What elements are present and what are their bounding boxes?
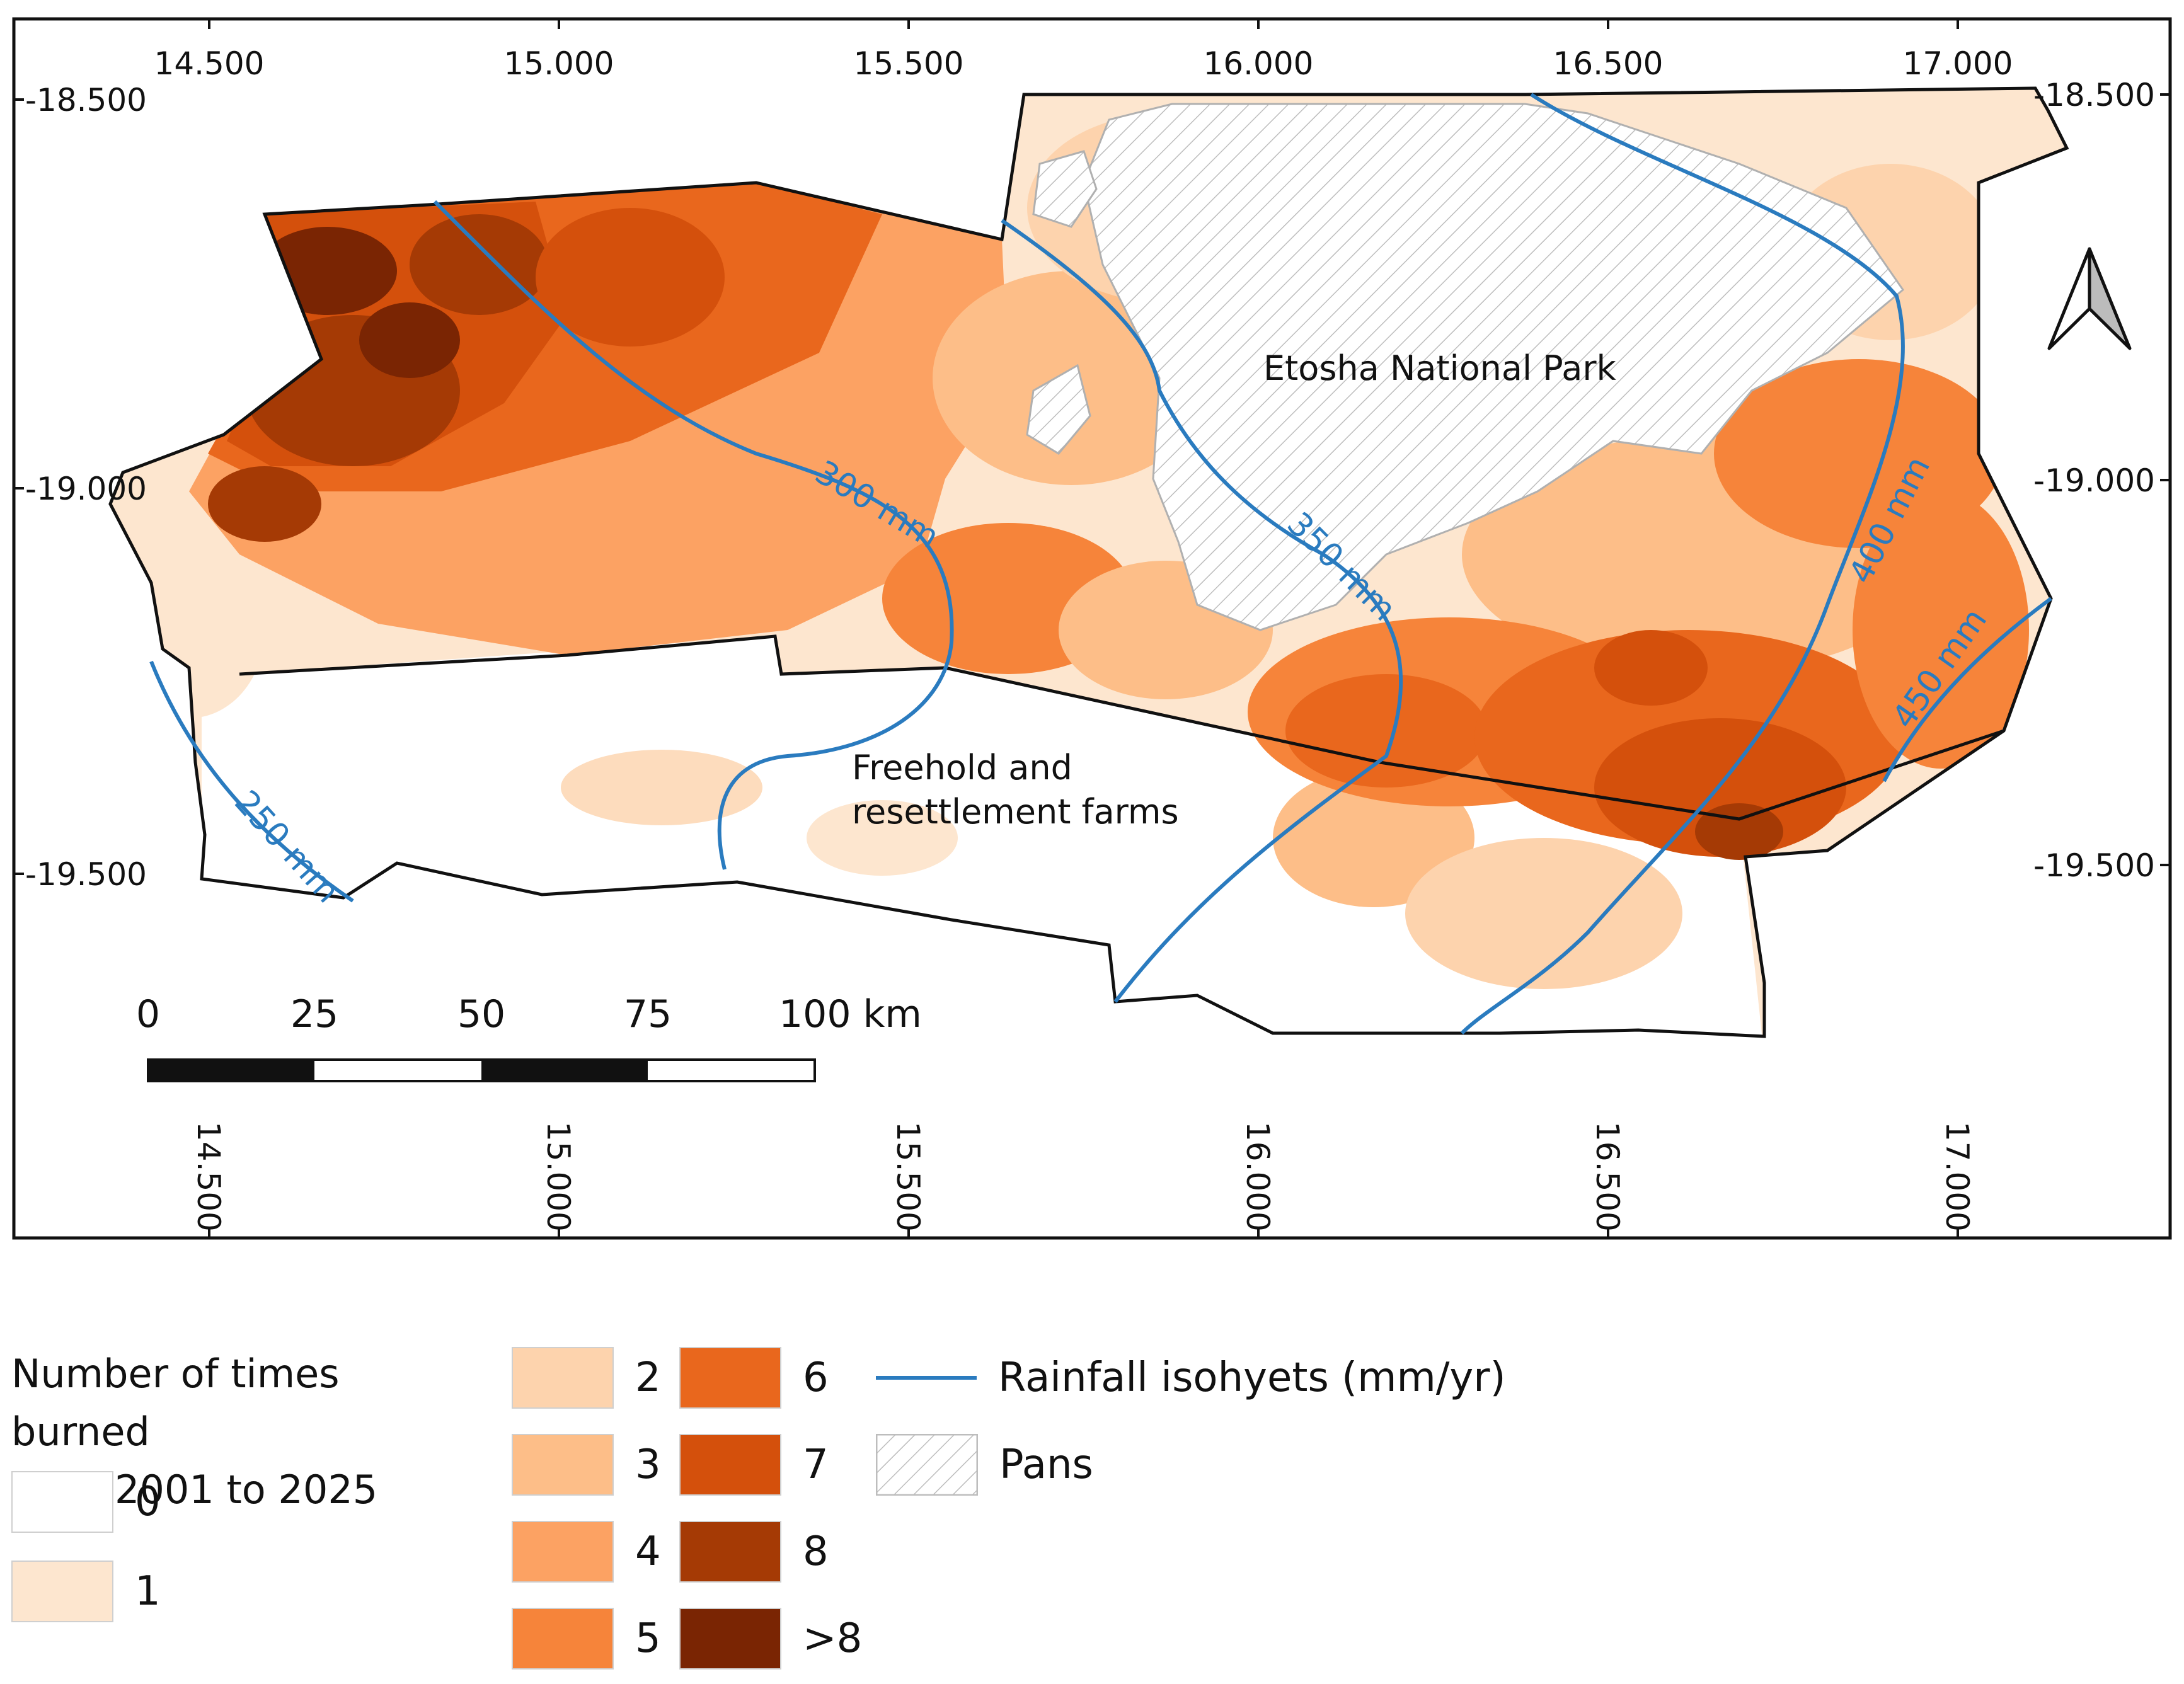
scale-label: 100 km [779, 992, 922, 1036]
right-tick-label: -19.500 [2033, 847, 2155, 884]
top-tick-label: 16.000 [1204, 45, 1314, 82]
top-tick-label: 15.500 [854, 45, 964, 82]
park-label: Etosha National Park [1263, 348, 1617, 388]
scale-label: 25 [290, 992, 338, 1036]
right-tick-label: -19.000 [2033, 462, 2155, 499]
legend-isohyet-label: Rainfall isohyets (mm/yr) [998, 1355, 1506, 1401]
legend-label: >8 [803, 1615, 862, 1662]
bottom-tick-label: 15.500 [890, 1121, 926, 1232]
legend-isohyet-line [876, 1376, 977, 1380]
legend-pans-label: Pans [999, 1441, 1093, 1488]
scale-label: 0 [136, 992, 160, 1036]
legend-swatch [679, 1521, 781, 1583]
legend-swatch [679, 1608, 781, 1670]
legend-swatch [512, 1521, 614, 1583]
legend-class-6: 6 [679, 1347, 829, 1409]
right-tick-label: -18.500 [2033, 77, 2155, 113]
legend-class-9: >8 [679, 1608, 862, 1670]
farms-label-line2: resettlement farms [852, 792, 1179, 832]
legend-swatch [512, 1434, 614, 1496]
legend-class-4: 4 [512, 1521, 661, 1583]
legend-swatch [11, 1561, 113, 1622]
legend-class-5: 5 [512, 1608, 661, 1670]
farms-label-line1: Freehold and [852, 748, 1072, 788]
scale-label: 50 [457, 992, 505, 1036]
legend-class-7: 7 [679, 1434, 829, 1496]
bottom-tick-label: 17.000 [1939, 1121, 1975, 1232]
top-tick-label: 16.500 [1553, 45, 1664, 82]
legend-label: 7 [803, 1441, 829, 1488]
legend-pans-swatch [876, 1434, 978, 1496]
legend-label: 2 [635, 1355, 661, 1401]
legend-isohyet: Rainfall isohyets (mm/yr) [876, 1347, 1506, 1409]
bottom-tick-label: 16.500 [1589, 1121, 1626, 1232]
bottom-tick-label: 15.000 [540, 1121, 577, 1232]
legend-swatch [679, 1347, 781, 1409]
legend-class-1: 1 [11, 1561, 161, 1622]
top-tick-label: 14.500 [154, 45, 265, 82]
legend-class-3: 3 [512, 1434, 661, 1496]
legend-label: 6 [803, 1355, 829, 1401]
legend-pans: Pans [876, 1434, 1093, 1496]
legend-label: 3 [635, 1441, 661, 1488]
left-tick-label: -19.000 [25, 471, 147, 507]
legend-class-0: 0 [11, 1471, 161, 1533]
legend-label: 5 [635, 1615, 661, 1662]
legend-swatch [679, 1434, 781, 1496]
legend-label: 1 [135, 1568, 161, 1615]
left-tick-label: -19.500 [25, 856, 147, 893]
legend-swatch [512, 1347, 614, 1409]
left-tick-label: -18.500 [25, 82, 147, 118]
bottom-tick-label: 16.000 [1239, 1121, 1276, 1232]
legend-label: 0 [135, 1479, 161, 1525]
legend-label: 4 [635, 1528, 661, 1575]
top-tick-label: 15.000 [504, 45, 614, 82]
legend-class-2: 2 [512, 1347, 661, 1409]
legend-title-line1: Number of times burned [11, 1345, 490, 1461]
top-tick-label: 17.000 [1903, 45, 2013, 82]
bottom-tick-label: 14.500 [190, 1121, 227, 1232]
scale-label: 75 [624, 992, 672, 1036]
legend-swatch [512, 1608, 614, 1670]
legend-class-8: 8 [679, 1521, 829, 1583]
legend-swatch [11, 1471, 113, 1533]
legend-label: 8 [803, 1528, 829, 1575]
